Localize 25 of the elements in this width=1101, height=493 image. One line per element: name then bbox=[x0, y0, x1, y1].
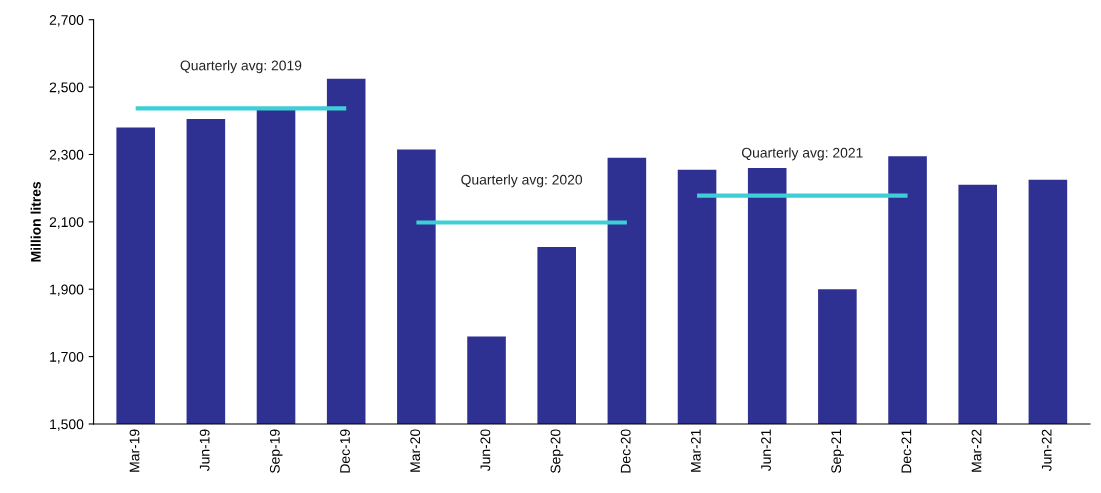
x-tick-label: Mar-21 bbox=[690, 429, 701, 472]
x-tick-label: Jun-21 bbox=[761, 429, 771, 472]
y-tick-label: 1,900 bbox=[50, 284, 84, 297]
x-tick-label: Jun-20 bbox=[480, 429, 491, 472]
x-tick-label: Jun-19 bbox=[199, 429, 210, 472]
x-tick-label: Mar-20 bbox=[410, 429, 421, 472]
annotation: Quarterly avg: 2019 bbox=[180, 60, 302, 74]
x-tick-label: Mar-22 bbox=[971, 429, 982, 472]
y-tick-label: 2,500 bbox=[49, 82, 84, 94]
x-tick-label: Sep-19 bbox=[269, 429, 283, 473]
x-tick-label: Mar-19 bbox=[129, 429, 140, 472]
y-tick-label: 2,100 bbox=[49, 217, 84, 229]
y-axis-title: Million litres bbox=[30, 181, 41, 262]
y-tick-label: 2,300 bbox=[49, 149, 84, 162]
annotation: Quarterly avg: 2020 bbox=[461, 174, 583, 188]
x-tick-label: Dec-20 bbox=[620, 429, 631, 473]
x-tick-label: Sep-21 bbox=[831, 429, 844, 473]
y-tick-label: 2,700 bbox=[49, 15, 84, 27]
y-tick-label: 1,500 bbox=[50, 419, 84, 431]
y-tick-label: 1,700 bbox=[50, 351, 84, 364]
x-tick-label: Sep-20 bbox=[550, 429, 564, 473]
annotation: Quarterly avg: 2021 bbox=[741, 147, 863, 161]
x-tick-label: Dec-21 bbox=[901, 429, 912, 473]
x-tick-label: Dec-19 bbox=[340, 429, 350, 473]
x-tick-label: Jun-22 bbox=[1041, 429, 1052, 472]
